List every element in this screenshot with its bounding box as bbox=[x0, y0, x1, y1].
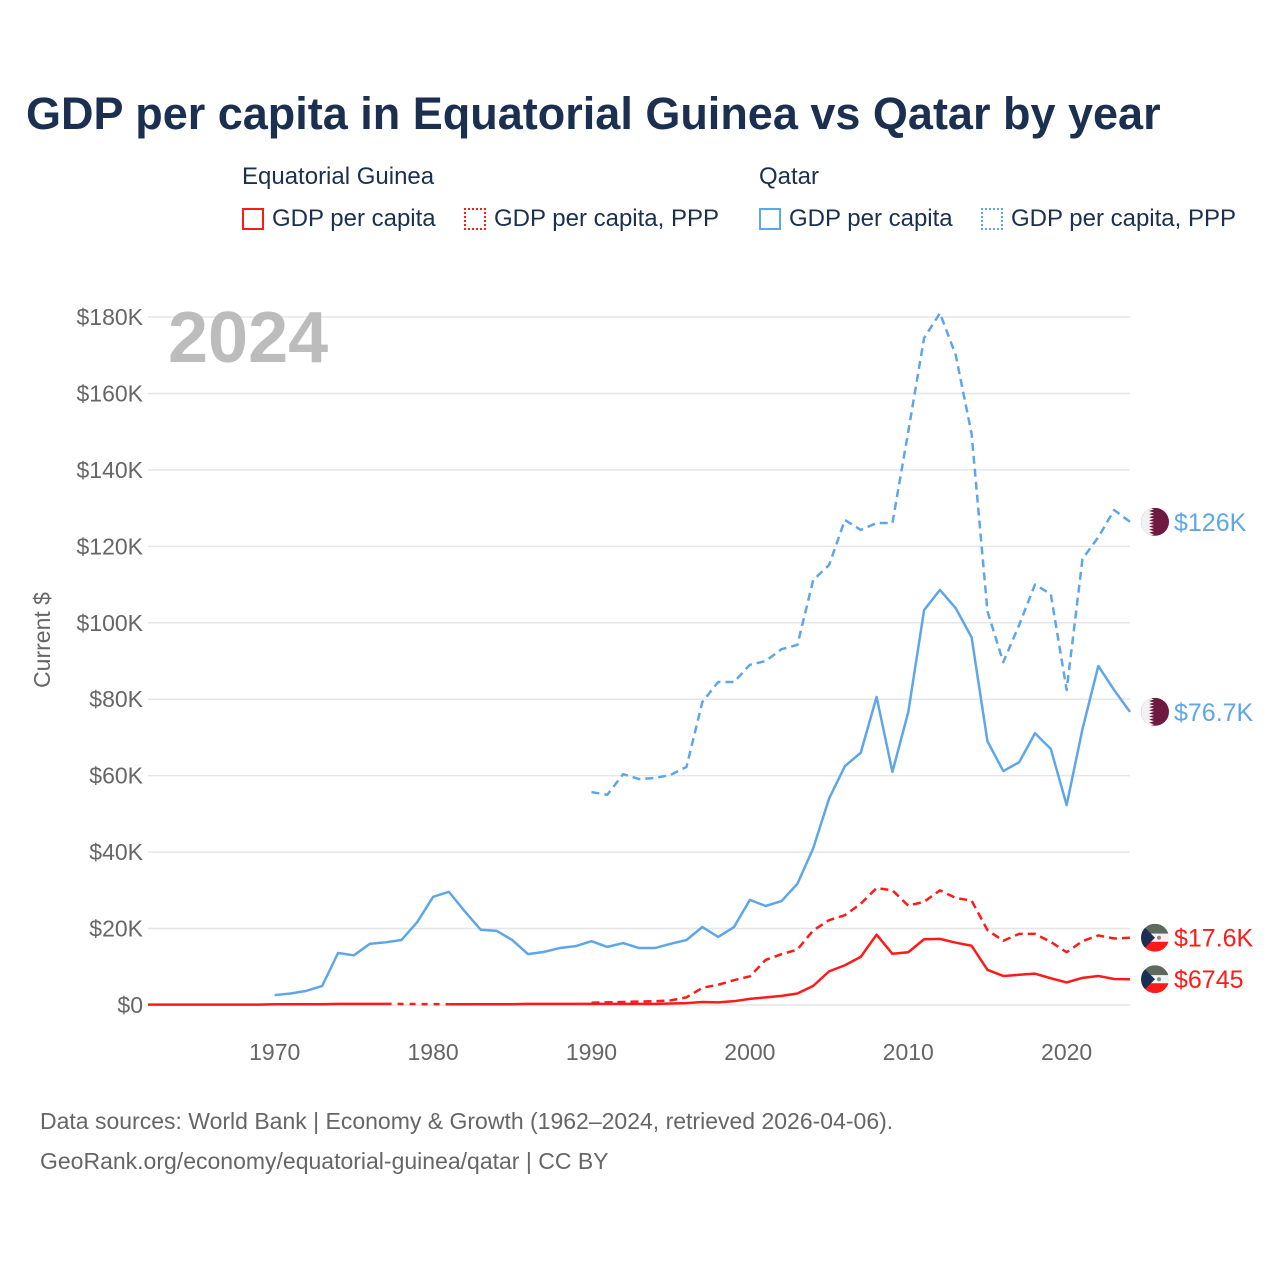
legend-eg-ppp[interactable]: GDP per capita, PPP bbox=[464, 205, 719, 233]
legend-swatch-solid-icon bbox=[759, 208, 781, 230]
qatar-flag-icon bbox=[1141, 697, 1169, 726]
series-line bbox=[274, 588, 1132, 997]
flag-triangle bbox=[1141, 923, 1155, 952]
legend-label: GDP per capita, PPP bbox=[494, 205, 719, 232]
legend-label: GDP per capita bbox=[272, 205, 436, 232]
equatorial-guinea-flag-icon bbox=[1141, 965, 1169, 994]
y-tick-label: $0 bbox=[117, 992, 143, 1018]
legend-swatch-dotted-icon bbox=[981, 208, 1003, 230]
equatorial-guinea-flag-icon bbox=[1141, 923, 1169, 952]
series-line bbox=[591, 311, 1131, 797]
flag-white bbox=[1141, 507, 1154, 536]
y-tick-label: $180K bbox=[76, 304, 143, 330]
x-tick-label: 2010 bbox=[883, 1039, 934, 1065]
x-tick-label: 2020 bbox=[1041, 1039, 1092, 1065]
flag-red bbox=[1141, 983, 1169, 994]
flag-emblem bbox=[1157, 977, 1161, 982]
y-tick-label: $140K bbox=[76, 457, 143, 483]
series-line bbox=[148, 1002, 386, 1006]
legend-group-equatorial-guinea: Equatorial Guinea bbox=[242, 163, 435, 190]
footer-link[interactable]: GeoRank.org/economy/equatorial-guinea/qa… bbox=[40, 1148, 609, 1174]
flag-white bbox=[1141, 697, 1154, 726]
legend-qatar-ppp[interactable]: GDP per capita, PPP bbox=[981, 205, 1236, 233]
y-tick-label: $120K bbox=[76, 533, 143, 559]
legend-swatch-dotted-icon bbox=[464, 208, 486, 230]
x-tick-label: 1990 bbox=[566, 1039, 617, 1065]
chart-title: GDP per capita in Equatorial Guinea vs Q… bbox=[26, 88, 1161, 139]
x-tick-label: 2000 bbox=[724, 1039, 775, 1065]
flag-shape bbox=[1141, 965, 1169, 994]
flag-green bbox=[1141, 923, 1169, 934]
flag-green bbox=[1141, 965, 1169, 976]
year-badge: 2024 bbox=[168, 298, 328, 378]
legend-group-qatar: Qatar bbox=[759, 163, 820, 190]
y-tick-label: $60K bbox=[89, 763, 143, 789]
y-tick-label: $80K bbox=[89, 686, 143, 712]
y-axis-label: Current $ bbox=[29, 592, 55, 688]
y-tick-label: $160K bbox=[76, 380, 143, 406]
flag-triangle bbox=[1141, 965, 1155, 994]
flag-shape bbox=[1141, 507, 1169, 536]
series-line bbox=[591, 886, 1131, 1004]
flag-emblem bbox=[1157, 935, 1161, 940]
legend-swatch-solid-icon bbox=[242, 208, 264, 230]
flag-shape bbox=[1141, 697, 1169, 726]
end-value-label: $6745 bbox=[1174, 966, 1244, 994]
line-chart: $0 $20K $40K $60K $80K $100K $120K $140K $160K $1… bbox=[29, 298, 1254, 1065]
legend-label: GDP per capita, PPP bbox=[1011, 205, 1236, 232]
y-tick-label: $20K bbox=[89, 916, 143, 942]
end-value-label: $126K bbox=[1174, 509, 1247, 537]
x-tick-label: 1980 bbox=[408, 1039, 459, 1065]
x-tick-label: 1970 bbox=[249, 1039, 300, 1065]
end-value-label: $17.6K bbox=[1174, 925, 1254, 953]
end-value-label: $76.7K bbox=[1174, 699, 1254, 727]
legend-label: GDP per capita bbox=[789, 205, 953, 232]
y-tick-label: $40K bbox=[89, 839, 143, 865]
series-line bbox=[448, 933, 1131, 1006]
legend-eg-gdp[interactable]: GDP per capita bbox=[242, 205, 436, 233]
y-tick-label: $100K bbox=[76, 610, 143, 636]
footer-sources: Data sources: World Bank | Economy & Gro… bbox=[40, 1108, 894, 1134]
qatar-flag-icon bbox=[1141, 507, 1169, 536]
flag-red bbox=[1141, 941, 1169, 952]
flag-shape bbox=[1141, 923, 1169, 952]
legend-qatar-gdp[interactable]: GDP per capita bbox=[759, 205, 953, 233]
